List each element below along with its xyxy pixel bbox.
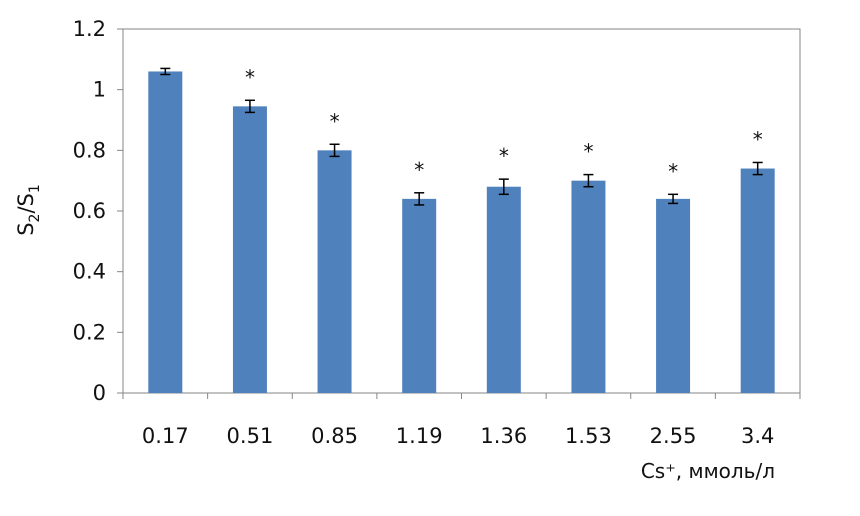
x-tick-label: 1.53	[565, 424, 612, 448]
y-tick-label: 0.2	[73, 320, 106, 344]
x-tick-label: 0.17	[142, 424, 189, 448]
bar	[656, 198, 691, 393]
error-bar	[244, 99, 255, 114]
bar	[740, 168, 775, 393]
error-bar	[752, 161, 763, 176]
y-tick-label: 0	[93, 381, 106, 405]
significance-star: *	[414, 158, 424, 182]
x-axis: 0.17 0.51 0.85 1.19 1.36 1.53 2.55 3.4	[122, 393, 801, 448]
x-tick-label: 0.51	[227, 424, 274, 448]
bars	[148, 71, 775, 393]
error-bar	[498, 178, 509, 196]
bar	[486, 186, 521, 393]
error-bar	[329, 143, 340, 158]
error-bar	[160, 67, 171, 76]
y-axis: 0 0.2 0.4 0.6 0.8 1 1.2	[73, 17, 123, 405]
x-axis-label: Cs⁺, ммоль/л	[641, 459, 775, 483]
y-axis-label: S2/S1	[14, 184, 43, 236]
bar	[232, 106, 267, 393]
significance-star: *	[668, 159, 678, 183]
x-tick-label: 0.85	[311, 424, 358, 448]
significance-star: *	[583, 140, 593, 164]
bar	[571, 180, 606, 393]
y-tick-label: 0.8	[73, 138, 106, 162]
bar	[402, 198, 437, 393]
significance-star: *	[330, 109, 340, 133]
y-tick-label: 0.6	[73, 199, 106, 223]
bar	[317, 150, 352, 393]
bar	[148, 71, 183, 393]
y-tick-label: 1.2	[73, 17, 106, 41]
significance-star: *	[245, 65, 255, 89]
significance-markers: * * * * * * *	[245, 65, 763, 183]
plot-frame	[122, 28, 801, 394]
y-tick-label: 1	[93, 78, 106, 102]
error-bar	[414, 192, 425, 206]
x-tick-label: 3.4	[741, 424, 774, 448]
error-bars	[160, 67, 763, 206]
x-tick-label: 2.55	[650, 424, 697, 448]
significance-star: *	[499, 144, 509, 168]
error-bar	[668, 193, 679, 205]
significance-star: *	[753, 127, 763, 151]
x-tick-label: 1.36	[480, 424, 527, 448]
x-tick-label: 1.19	[396, 424, 443, 448]
y-tick-label: 0.4	[73, 260, 106, 284]
error-bar	[583, 173, 594, 188]
